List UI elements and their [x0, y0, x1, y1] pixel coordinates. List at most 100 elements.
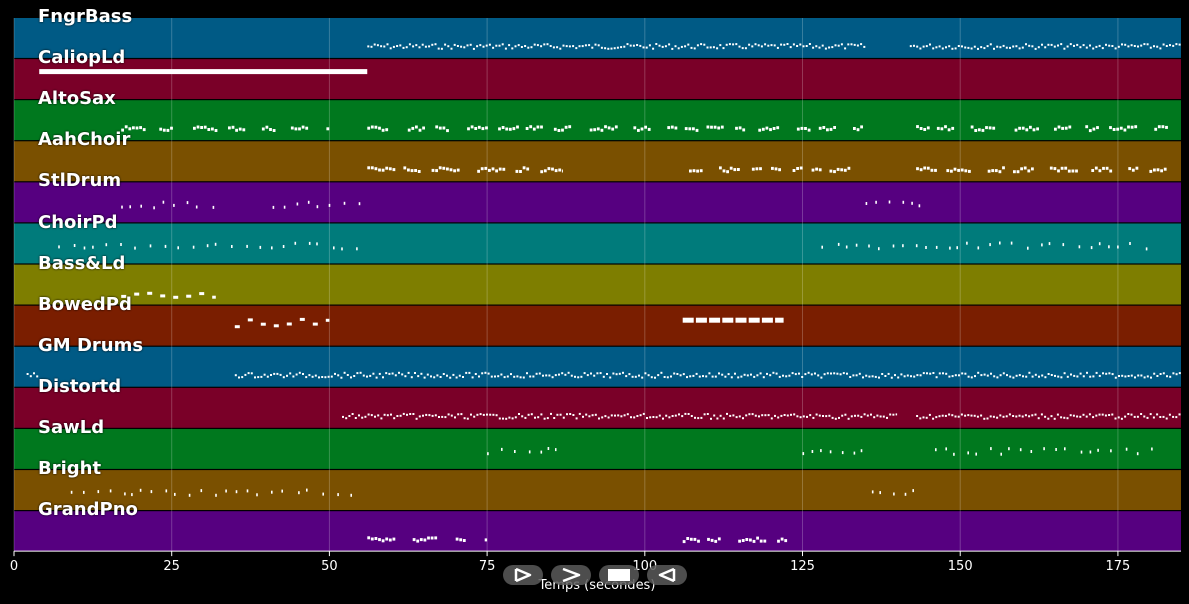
note	[121, 294, 127, 298]
note	[735, 416, 738, 419]
note	[139, 126, 142, 130]
note	[644, 372, 647, 375]
note	[759, 372, 762, 375]
note	[758, 415, 760, 418]
note	[657, 374, 660, 377]
note	[73, 244, 76, 247]
note	[629, 44, 632, 47]
forward-button[interactable]	[551, 565, 591, 585]
note	[273, 324, 279, 328]
note	[922, 372, 925, 375]
note	[686, 537, 690, 540]
note	[1156, 168, 1160, 172]
note	[495, 169, 498, 173]
note	[738, 126, 742, 130]
note	[241, 376, 244, 379]
note	[247, 318, 253, 322]
note	[456, 45, 459, 47]
note	[844, 413, 847, 416]
note	[970, 47, 973, 50]
note	[1098, 242, 1101, 246]
note	[378, 538, 381, 542]
note	[996, 45, 999, 48]
note	[944, 414, 947, 417]
note	[498, 44, 501, 47]
note	[1015, 374, 1018, 377]
note	[250, 372, 253, 375]
stop-button[interactable]	[599, 565, 639, 585]
note	[1156, 413, 1159, 416]
note	[586, 374, 589, 377]
note	[431, 43, 434, 46]
note	[957, 168, 960, 172]
note	[792, 169, 796, 172]
note	[913, 375, 916, 378]
note	[942, 372, 944, 375]
note	[412, 45, 415, 48]
note	[968, 169, 971, 173]
note	[528, 450, 531, 454]
note	[583, 372, 586, 375]
note	[434, 43, 437, 46]
rewind-button[interactable]	[647, 565, 687, 585]
note	[996, 376, 999, 379]
note	[676, 373, 679, 375]
note	[203, 125, 207, 129]
note	[334, 372, 336, 375]
note	[572, 414, 575, 416]
note	[938, 372, 941, 375]
note	[977, 371, 980, 374]
track-label: Bright	[38, 458, 102, 480]
note	[889, 413, 892, 416]
note	[524, 45, 527, 47]
note	[720, 125, 724, 129]
note	[863, 413, 866, 416]
note	[735, 126, 738, 130]
note	[597, 44, 600, 47]
note	[231, 245, 233, 248]
note	[840, 43, 843, 46]
note	[833, 372, 836, 375]
note	[697, 417, 700, 420]
note	[423, 538, 427, 542]
note	[1002, 44, 1005, 47]
note	[403, 166, 407, 170]
note	[479, 413, 482, 416]
note	[1123, 128, 1127, 132]
note	[886, 416, 888, 419]
note	[1009, 375, 1012, 378]
note	[654, 376, 656, 379]
note	[552, 46, 555, 49]
play-outline-icon	[514, 568, 532, 582]
note	[855, 243, 858, 247]
play-button[interactable]	[503, 565, 543, 585]
note	[843, 168, 847, 172]
note	[374, 125, 378, 129]
note	[858, 372, 861, 375]
note	[719, 414, 722, 417]
note	[841, 451, 844, 455]
note	[450, 47, 453, 50]
note	[767, 414, 770, 417]
note	[554, 374, 557, 377]
note	[508, 127, 512, 131]
note	[481, 127, 485, 131]
note	[1092, 47, 1095, 50]
note	[529, 125, 533, 129]
note	[435, 125, 439, 129]
note	[200, 489, 203, 493]
note	[36, 375, 39, 378]
note	[596, 127, 600, 131]
note	[1153, 168, 1156, 172]
note	[511, 47, 514, 50]
note	[946, 169, 950, 173]
note	[589, 128, 593, 132]
note	[948, 375, 951, 378]
note	[1085, 125, 1089, 129]
note	[153, 206, 155, 210]
note	[873, 416, 876, 419]
note	[1165, 45, 1168, 47]
note	[462, 539, 466, 542]
note	[225, 489, 227, 493]
note	[442, 373, 445, 375]
